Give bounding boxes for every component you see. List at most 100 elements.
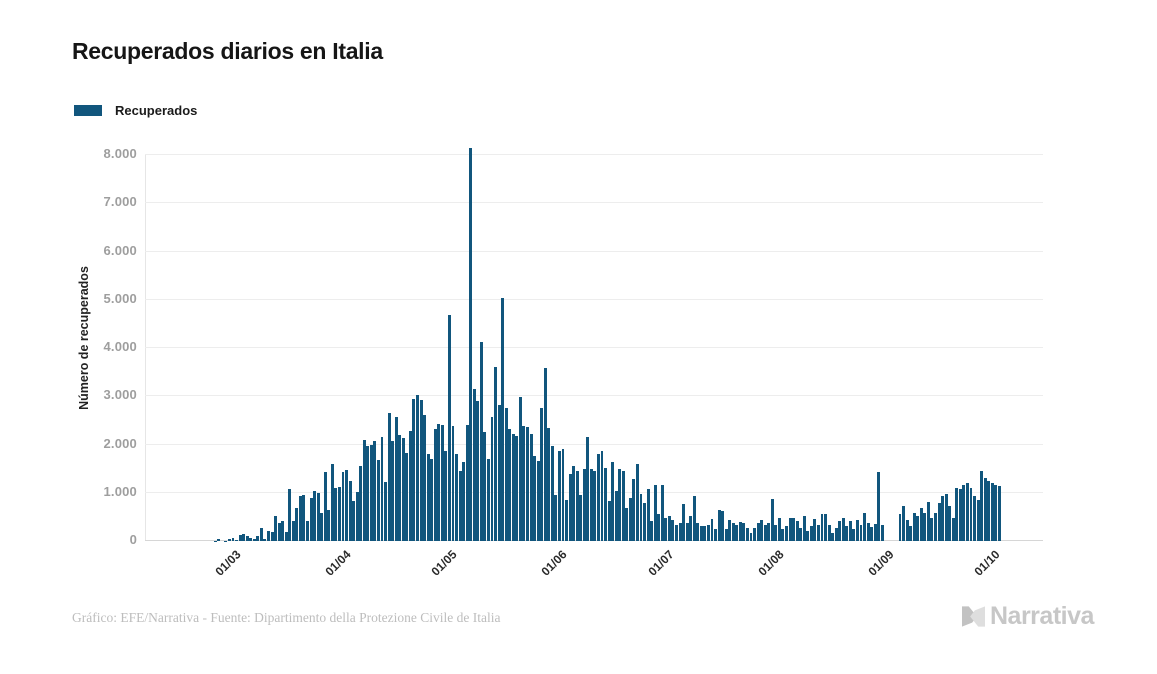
bar [653, 484, 657, 541]
bar [941, 496, 945, 541]
bar [692, 496, 696, 541]
bar [355, 491, 359, 541]
bar [859, 524, 863, 541]
bar [323, 471, 327, 541]
bar [955, 487, 959, 541]
bar [259, 527, 263, 541]
bar [632, 479, 636, 541]
bar [870, 526, 874, 541]
bar [834, 527, 838, 541]
bar [561, 449, 565, 541]
bar [657, 514, 661, 541]
bar [745, 527, 749, 541]
bar [877, 472, 881, 541]
bar [625, 507, 629, 541]
gridline [145, 443, 1043, 445]
narrativa-logo: Narrativa [962, 602, 1094, 631]
bar [313, 491, 317, 541]
bar [696, 522, 700, 541]
bar [788, 517, 792, 541]
bar [671, 519, 675, 541]
bar [831, 532, 835, 541]
bar [391, 441, 395, 541]
bar [515, 435, 519, 541]
bar [533, 456, 537, 541]
bar [256, 536, 260, 541]
bar [919, 507, 923, 541]
bar [401, 438, 405, 541]
bar [511, 433, 515, 541]
bar [575, 471, 579, 541]
bar [965, 482, 969, 541]
bar [948, 506, 952, 541]
y-tick-label: 0 [129, 532, 137, 547]
bar [384, 481, 388, 541]
bar [387, 412, 391, 541]
bar [479, 341, 483, 541]
bar [540, 408, 544, 541]
x-tick-label: 01/07 [645, 547, 677, 579]
y-tick-label: 5.000 [103, 290, 137, 306]
y-tick-label: 4.000 [103, 339, 137, 354]
page-title: Recuperados diarios en Italia [72, 38, 383, 64]
bar [547, 427, 551, 541]
bar [973, 496, 976, 541]
bar [284, 531, 288, 541]
bar [508, 429, 512, 541]
legend: Recuperados [74, 103, 197, 118]
bar [742, 522, 746, 541]
bar [738, 522, 742, 541]
bar [557, 450, 561, 541]
bar [369, 445, 373, 541]
bar [462, 462, 466, 541]
bar [685, 523, 689, 541]
bar [636, 464, 639, 541]
bar [579, 495, 583, 541]
bar [909, 526, 913, 541]
bar [795, 521, 799, 541]
bar [717, 509, 721, 541]
footer-credit: Gráfico: EFE/Narrativa - Fuente: Diparti… [72, 610, 501, 625]
bar [554, 495, 558, 541]
bar [735, 524, 739, 541]
y-tick-label: 3.000 [103, 387, 137, 403]
bar [944, 494, 948, 541]
bar [937, 502, 941, 541]
bar [394, 417, 398, 541]
bar [472, 389, 476, 541]
bar [426, 453, 430, 541]
bar [465, 425, 469, 541]
bar [408, 431, 412, 541]
bar [412, 399, 416, 541]
bar [334, 487, 338, 541]
x-tick-label: 01/10 [971, 547, 1003, 579]
bar [359, 465, 363, 541]
bar [526, 427, 529, 541]
bar [806, 531, 810, 541]
narrativa-n-icon [962, 606, 985, 627]
plot-area [145, 145, 1043, 541]
bar [518, 397, 522, 541]
bar [298, 495, 302, 541]
bar [589, 469, 593, 541]
bar [490, 417, 494, 541]
bar [699, 525, 703, 541]
legend-swatch [74, 105, 102, 116]
bar [682, 504, 686, 541]
bar [494, 367, 498, 541]
bar [430, 459, 434, 541]
gridline [145, 298, 1043, 300]
bar [820, 514, 824, 541]
bar [543, 368, 547, 541]
bar [785, 526, 788, 541]
bar [327, 509, 331, 541]
bar [476, 400, 480, 541]
bar [753, 527, 757, 541]
bar [898, 514, 902, 541]
bar [664, 517, 668, 541]
bar [288, 488, 292, 541]
x-tick-label: 01/03 [212, 547, 244, 579]
y-axis-line [145, 155, 146, 541]
bar [504, 408, 508, 541]
bar [777, 517, 781, 541]
